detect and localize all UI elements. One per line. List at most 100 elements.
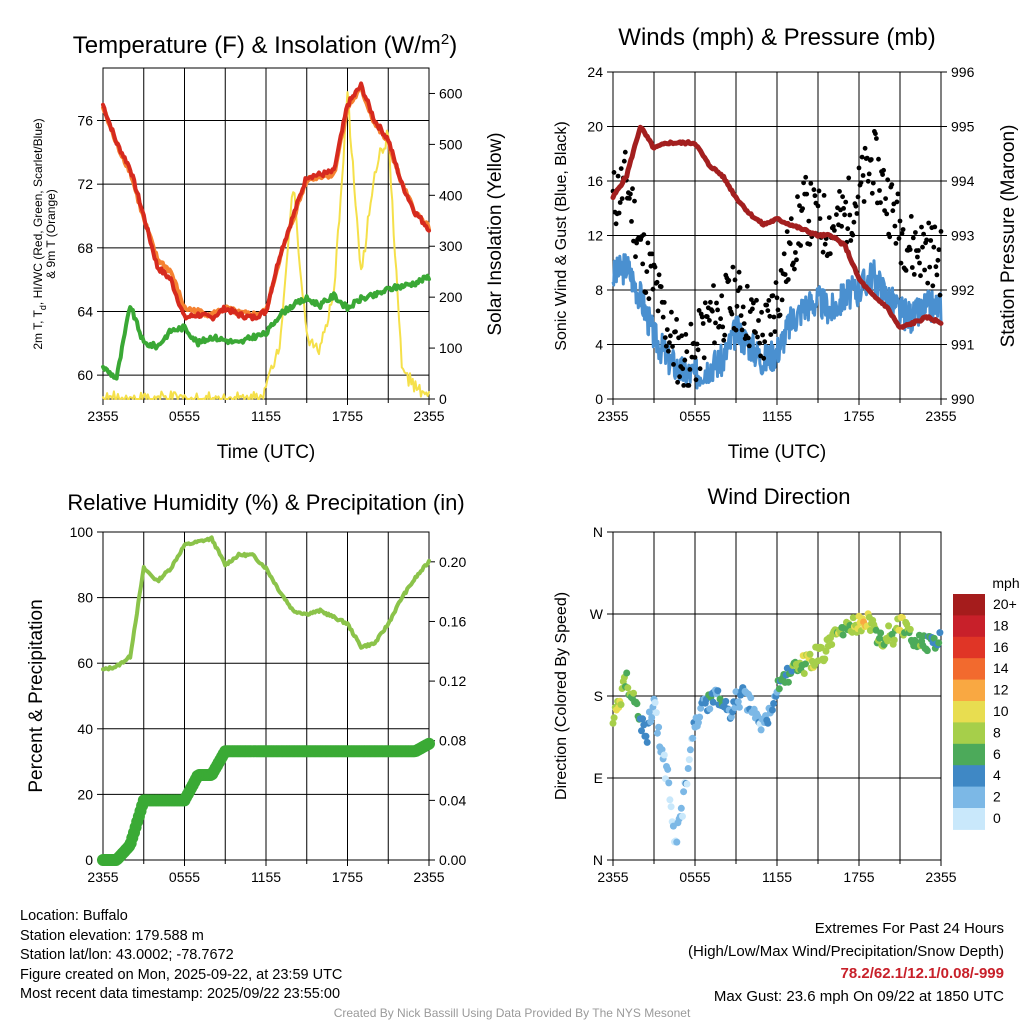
gust-point	[916, 248, 921, 253]
temp-ytick-label: 76	[77, 113, 93, 129]
max-gust-text: Max Gust: 23.6 mph On 09/22 at 1850 UTC	[713, 987, 1004, 1005]
gust-point	[697, 366, 703, 372]
rh-y2tick-label: 0.20	[439, 554, 466, 570]
temp-y2tick-label: 300	[439, 238, 463, 254]
gust-point	[667, 340, 672, 345]
gust-point	[801, 180, 806, 186]
gust-point	[894, 199, 900, 205]
gust-point	[903, 268, 909, 273]
gust-point	[700, 321, 706, 326]
direction-point	[645, 708, 653, 716]
direction-point	[655, 723, 663, 731]
gust-point	[837, 189, 842, 194]
gust-point	[774, 295, 780, 301]
gust-point	[661, 300, 667, 305]
gust-point	[909, 265, 915, 270]
gust-point	[613, 221, 619, 227]
gust-point	[655, 308, 661, 314]
wind-ylabel: Sonic Wind & Gust (Blue, Black)	[553, 121, 570, 350]
rh-ytick-label: 100	[70, 524, 94, 540]
location-text: Location: Buffalo	[20, 908, 128, 924]
wind-y2label: Station Pressure (Maroon)	[998, 125, 1019, 348]
direction-point	[735, 703, 743, 711]
gust-point	[851, 219, 857, 225]
extremes-fields: (High/Low/Max Wind/Precipitation/Snow De…	[688, 942, 1004, 960]
direction-point	[633, 700, 641, 708]
temp-y2tick-label: 400	[439, 187, 463, 203]
gust-point	[860, 173, 866, 178]
gust-point	[663, 343, 669, 349]
direction-point	[667, 803, 675, 811]
gust-point	[920, 244, 925, 250]
rh-xtick-label: 1755	[332, 869, 363, 885]
dir-xtick-label: 1755	[843, 869, 874, 885]
extremes-title: Extremes For Past 24 Hours	[814, 920, 1004, 937]
legend-swatch	[953, 679, 985, 702]
legend-label: 2	[993, 789, 1001, 805]
gust-point	[822, 241, 828, 247]
gust-point	[744, 283, 750, 289]
legend-label: 20+	[993, 596, 1017, 612]
gust-point	[921, 231, 926, 237]
gust-point	[868, 157, 874, 162]
gust-point	[781, 251, 787, 257]
rh-y2tick-label: 0.12	[439, 673, 466, 689]
direction-point	[610, 714, 618, 722]
temp-frame	[102, 67, 430, 400]
rh-ytick-label: 40	[77, 721, 93, 737]
latlon-text: Station lat/lon: 43.0002; -78.7672	[20, 947, 234, 963]
rh-ytick-label: 80	[77, 590, 93, 606]
gust-point	[652, 264, 658, 270]
gust-point	[926, 220, 932, 226]
gust-point	[765, 308, 771, 313]
legend-swatch	[953, 594, 985, 616]
wind-ytick-label: 8	[595, 282, 603, 298]
gust-point	[856, 165, 862, 171]
temp-xtick-label: 1755	[332, 408, 363, 424]
gust-point	[684, 349, 690, 355]
gust-point	[873, 131, 878, 137]
gust-point	[732, 277, 738, 283]
direction-point	[821, 655, 829, 663]
direction-point	[709, 698, 717, 706]
gust-point	[756, 318, 761, 323]
direction-point	[885, 622, 893, 630]
gust-point	[757, 340, 762, 346]
gust-point	[861, 199, 867, 204]
direction-point	[697, 704, 705, 712]
rh-ytick-label: 20	[77, 786, 93, 802]
gust-point	[768, 332, 774, 337]
gust-point	[913, 230, 918, 235]
dir-ytick-label: N	[593, 852, 603, 868]
gust-point	[930, 283, 936, 289]
gust-point	[866, 171, 872, 177]
direction-point	[706, 705, 714, 713]
wind-frame	[612, 71, 942, 400]
recent-data-text: Most recent data timestamp: 2025/09/22 2…	[20, 986, 341, 1002]
direction-point	[877, 629, 885, 637]
gust-point	[675, 379, 680, 385]
gust-point	[627, 196, 632, 201]
gust-point	[785, 277, 791, 282]
gust-point	[755, 334, 760, 340]
gust-point	[808, 181, 814, 186]
dir-xtick-label: 0555	[679, 869, 710, 885]
direction-point	[660, 751, 668, 759]
gust-point	[666, 348, 671, 354]
direction-point	[638, 727, 645, 735]
gust-point	[887, 234, 893, 240]
direction-point	[764, 719, 772, 727]
gust-point	[702, 300, 708, 306]
dir-title: Wind Direction	[707, 484, 850, 509]
direction-point	[653, 729, 661, 737]
gust-point	[862, 145, 868, 151]
gust-point	[729, 311, 735, 317]
legend-label: 0	[993, 810, 1001, 826]
direction-point	[722, 697, 730, 705]
series-line-solar-insolation	[102, 91, 430, 400]
gust-point	[915, 254, 920, 260]
gust-point	[878, 200, 883, 206]
dir-ytick-label: W	[590, 606, 604, 622]
gust-point	[679, 333, 685, 339]
